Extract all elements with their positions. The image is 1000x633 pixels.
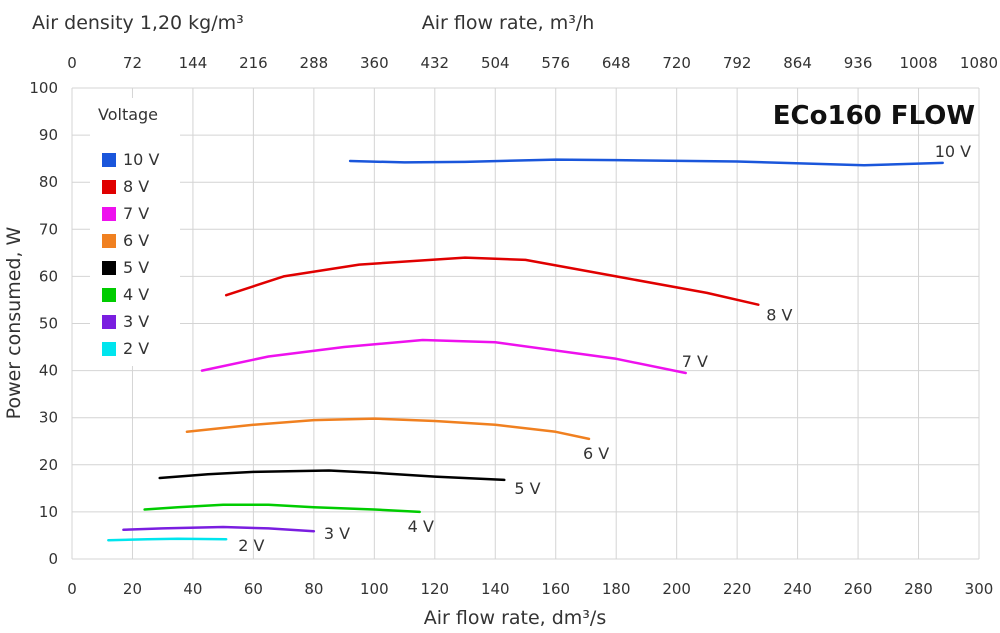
x2-tick-label: 432	[420, 54, 449, 72]
x2-axis-ticks: 0 72 144 216 288 360 432 504 576 648 720 792 864 936 1…	[67, 54, 998, 72]
x2-tick-label: 0	[67, 54, 77, 72]
series-end-label: 6 V	[583, 444, 609, 463]
legend-swatch	[102, 342, 116, 356]
series-line-6v	[185, 417, 591, 441]
x-axis-ticks: 0 20 40 60 80 100 120 140 160 180 200 220 240 260 280 3…	[67, 580, 993, 598]
x-tick-label: 240	[783, 580, 812, 598]
x-tick-label: 120	[420, 580, 449, 598]
series-labels: 10 V 8 V 7 V 6 V 5 V 4 V 3 V 2 V	[238, 142, 971, 555]
legend-title: Voltage	[98, 105, 158, 124]
legend-item-label: 5 V	[123, 258, 149, 277]
series-end-label: 8 V	[766, 306, 792, 325]
x-tick-label: 160	[541, 580, 570, 598]
series-end-label: 10 V	[935, 142, 971, 161]
x2-tick-label: 936	[844, 54, 873, 72]
legend-item-label: 10 V	[123, 150, 159, 169]
series-end-label: 5 V	[514, 479, 540, 498]
series-lines	[107, 158, 944, 542]
legend-swatch	[102, 180, 116, 194]
series-line-7v	[200, 338, 687, 375]
series-end-label: 7 V	[682, 352, 708, 371]
x2-tick-label: 1008	[899, 54, 937, 72]
chart-title: ECo160 FLOW	[773, 101, 975, 131]
x2-axis-title: Air flow rate, m³/h	[422, 12, 595, 34]
series-line-3v	[122, 525, 316, 533]
legend-swatch	[102, 234, 116, 248]
series-end-label: 4 V	[408, 517, 434, 536]
legend-swatch	[102, 261, 116, 275]
x-tick-label: 60	[244, 580, 263, 598]
y-tick-label: 80	[39, 173, 58, 191]
x2-tick-label: 864	[783, 54, 812, 72]
x2-tick-label: 72	[123, 54, 142, 72]
y-tick-label: 70	[39, 220, 58, 238]
y-tick-label: 60	[39, 267, 58, 285]
y-tick-label: 30	[39, 409, 58, 427]
x-tick-label: 140	[481, 580, 510, 598]
x-tick-label: 40	[183, 580, 202, 598]
x-tick-label: 0	[67, 580, 77, 598]
y-axis-ticks: 0 10 20 30 40 50 60 70 80 90 100	[29, 79, 58, 568]
series-line-4v	[143, 503, 421, 514]
x-tick-label: 300	[965, 580, 994, 598]
legend-item-label: 2 V	[123, 339, 149, 358]
x2-tick-label: 288	[300, 54, 329, 72]
x-tick-label: 280	[904, 580, 933, 598]
x-tick-label: 200	[662, 580, 691, 598]
x2-tick-label: 720	[662, 54, 691, 72]
series-line-8v	[224, 256, 760, 306]
x2-tick-label: 216	[239, 54, 268, 72]
x2-tick-label: 1080	[960, 54, 998, 72]
x2-tick-label: 576	[541, 54, 570, 72]
x-tick-label: 100	[360, 580, 389, 598]
legend: 10 V 8 V 7 V 6 V 5 V 4 V 3 V 2 V	[102, 150, 159, 358]
legend-item-label: 4 V	[123, 285, 149, 304]
grid	[71, 87, 980, 560]
x-tick-label: 80	[304, 580, 323, 598]
y-tick-label: 50	[39, 315, 58, 333]
x-tick-label: 20	[123, 580, 142, 598]
legend-item-label: 3 V	[123, 312, 149, 331]
legend-swatch	[102, 288, 116, 302]
legend-item-label: 8 V	[123, 177, 149, 196]
legend-swatch	[102, 315, 116, 329]
x-tick-label: 260	[844, 580, 873, 598]
legend-item-label: 6 V	[123, 231, 149, 250]
series-end-label: 2 V	[238, 536, 264, 555]
series-line-5v	[158, 469, 506, 482]
x2-tick-label: 360	[360, 54, 389, 72]
x2-tick-label: 144	[179, 54, 208, 72]
x2-tick-label: 792	[723, 54, 752, 72]
y-tick-label: 20	[39, 456, 58, 474]
series-end-label: 3 V	[324, 524, 350, 543]
y-tick-label: 0	[48, 550, 58, 568]
legend-swatch	[102, 153, 116, 167]
x-tick-label: 220	[723, 580, 752, 598]
x2-tick-label: 504	[481, 54, 510, 72]
y-tick-label: 10	[39, 503, 58, 521]
x-axis-title: Air flow rate, dm³/s	[424, 607, 606, 629]
legend-swatch	[102, 207, 116, 221]
y-axis-title: Power consumed, W	[3, 226, 25, 419]
y-tick-label: 100	[29, 79, 58, 97]
series-line-10v	[348, 158, 944, 167]
y-tick-label: 90	[39, 126, 58, 144]
series-line-2v	[107, 537, 228, 542]
x-tick-label: 180	[602, 580, 631, 598]
x2-tick-label: 648	[602, 54, 631, 72]
legend-item-label: 7 V	[123, 204, 149, 223]
y-tick-label: 40	[39, 362, 58, 380]
air-density-label: Air density 1,20 kg/m³	[32, 12, 244, 34]
